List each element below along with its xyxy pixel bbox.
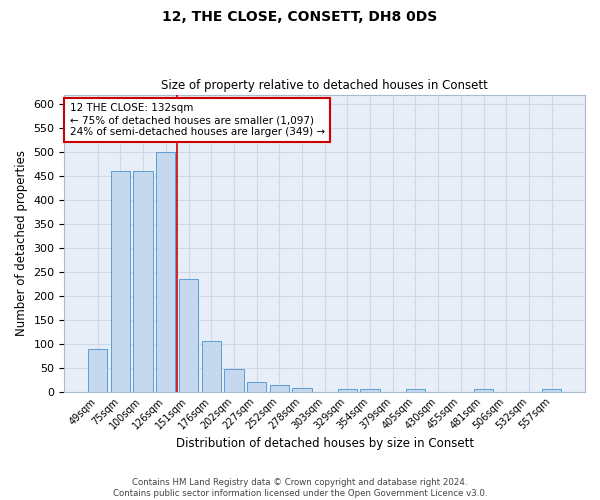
Bar (202, 342, 221, 392)
Bar (179, 279, 198, 392)
Title: Size of property relative to detached houses in Consett: Size of property relative to detached ho… (161, 79, 488, 92)
Bar (542, 389, 562, 392)
Bar (111, 171, 130, 392)
Text: Contains HM Land Registry data © Crown copyright and database right 2024.
Contai: Contains HM Land Registry data © Crown c… (113, 478, 487, 498)
Bar (88, 350, 107, 392)
Bar (361, 389, 380, 392)
Bar (474, 389, 493, 392)
Bar (133, 171, 153, 392)
Text: 12, THE CLOSE, CONSETT, DH8 0DS: 12, THE CLOSE, CONSETT, DH8 0DS (163, 10, 437, 24)
Bar (406, 389, 425, 392)
X-axis label: Distribution of detached houses by size in Consett: Distribution of detached houses by size … (176, 437, 474, 450)
Bar (156, 152, 175, 392)
Y-axis label: Number of detached properties: Number of detached properties (15, 150, 28, 336)
Bar (292, 388, 311, 392)
Text: 12 THE CLOSE: 132sqm
← 75% of detached houses are smaller (1,097)
24% of semi-de: 12 THE CLOSE: 132sqm ← 75% of detached h… (70, 104, 325, 136)
Bar (269, 386, 289, 392)
Bar (224, 369, 244, 392)
Bar (247, 382, 266, 392)
Bar (338, 389, 357, 392)
